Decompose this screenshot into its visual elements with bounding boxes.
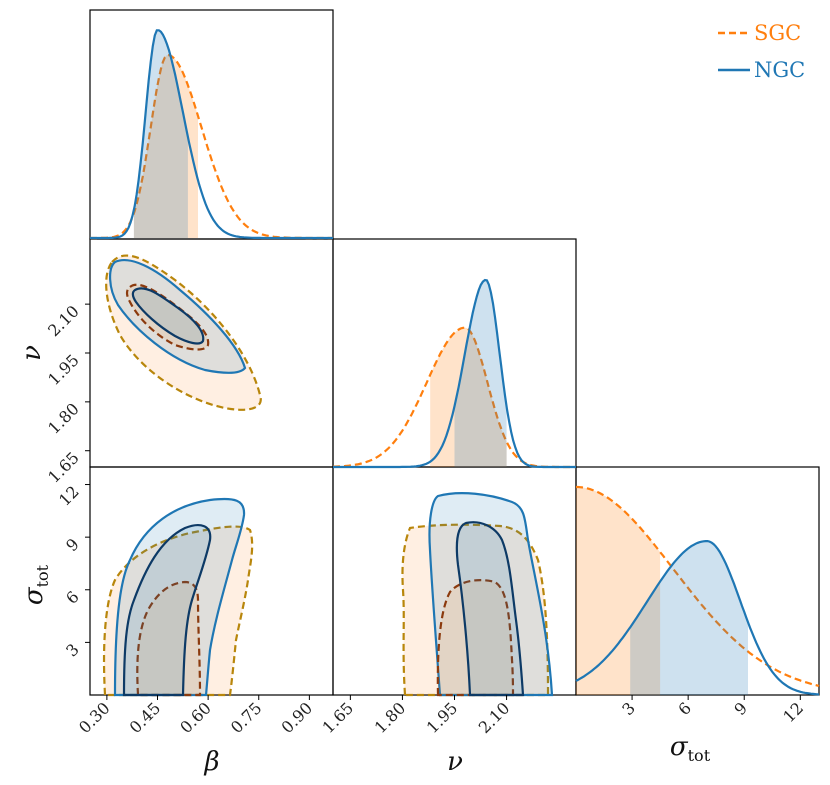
sgc-beta-marginal-curve: [90, 54, 333, 240]
sgc-inner-contour: [436, 579, 515, 697]
ngc-sigma-marginal-curve: [575, 540, 820, 696]
x-tick-label-1-0: 1.65: [319, 698, 358, 737]
panel-beta-marginal: [89, 9, 334, 240]
svg-text:σtot: σtot: [19, 564, 52, 605]
x-tick-label-0-0: 0.30: [75, 698, 114, 737]
legend-entry-ngc: NGC: [718, 58, 805, 82]
ngc-nu-marginal-curve: [333, 278, 576, 469]
svg-text:ν: ν: [447, 747, 463, 777]
ngc-inner-contour: [131, 287, 205, 345]
ngc-inner-contour: [455, 521, 525, 697]
panel-sigma-marginal: [575, 466, 820, 696]
ngc-beta-interval-fill: [133, 30, 188, 238]
legend-entry-sgc: SGC: [718, 21, 801, 45]
y-tick-label-2-3: 12: [55, 482, 83, 510]
sgc-outer-contour: [105, 254, 262, 411]
svg-text:NGC: NGC: [754, 58, 805, 82]
y-axis-label-nu: ν: [17, 345, 47, 361]
contours-sigma-vs-nu: [401, 492, 554, 697]
y-tick-label-2-0: 3: [62, 640, 83, 661]
y-tick-label-1-1: 1.80: [44, 399, 83, 438]
y-axis-label-sigma: σtot: [19, 564, 52, 605]
ngc-nu-interval-fill: [454, 279, 507, 467]
y-tick-label-1-2: 1.95: [44, 350, 83, 389]
x-tick-label-2-2: 9: [730, 698, 751, 719]
y-tick-label-1-3: 2.10: [44, 302, 83, 341]
svg-text:SGC: SGC: [754, 21, 801, 45]
legend: SGC NGC: [718, 21, 805, 82]
svg-text:σtot: σtot: [670, 732, 711, 765]
ngc-inner-contour: [122, 524, 212, 697]
x-tick-label-0-3: 0.75: [227, 698, 266, 737]
svg-text:β: β: [203, 747, 219, 777]
x-axis-label-nu: ν: [447, 747, 463, 777]
x-tick-label-0-2: 0.60: [176, 698, 215, 737]
svg-text:ν: ν: [17, 345, 47, 361]
sgc-sigma-interval-fill: [576, 487, 661, 695]
x-axis-label-beta: β: [203, 747, 219, 777]
sgc-beta-interval-fill: [133, 55, 198, 238]
y-tick-label-2-1: 6: [62, 587, 83, 608]
ngc-sigma-interval-fill: [630, 541, 748, 695]
x-tick-label-0-1: 0.45: [126, 698, 165, 737]
contours-sigma-vs-beta: [102, 497, 254, 697]
x-tick-label-1-2: 1.95: [423, 698, 462, 737]
x-tick-label-0-4: 0.90: [278, 698, 317, 737]
x-tick-label-1-1: 1.80: [371, 698, 410, 737]
x-tick-label-2-0: 3: [618, 698, 639, 719]
ngc-outer-contour: [428, 492, 554, 697]
x-tick-label-2-1: 6: [674, 698, 695, 719]
x-tick-label-2-3: 12: [779, 698, 807, 726]
sgc-nu-interval-fill: [430, 327, 507, 467]
y-tick-label-2-2: 9: [62, 535, 83, 556]
ngc-outer-contour: [113, 497, 246, 697]
marginal-curves: [90, 29, 820, 696]
sgc-sigma-marginal-curve: [576, 485, 820, 687]
y-tick-label-1-0: 1.65: [44, 448, 83, 487]
ngc-beta-marginal-curve: [90, 29, 333, 240]
x-axis-label-sigma: σtot: [670, 732, 711, 765]
sgc-outer-contour: [102, 525, 254, 697]
x-tick-label-1-3: 2.10: [475, 698, 514, 737]
contours-nu-vs-beta: [105, 254, 262, 411]
